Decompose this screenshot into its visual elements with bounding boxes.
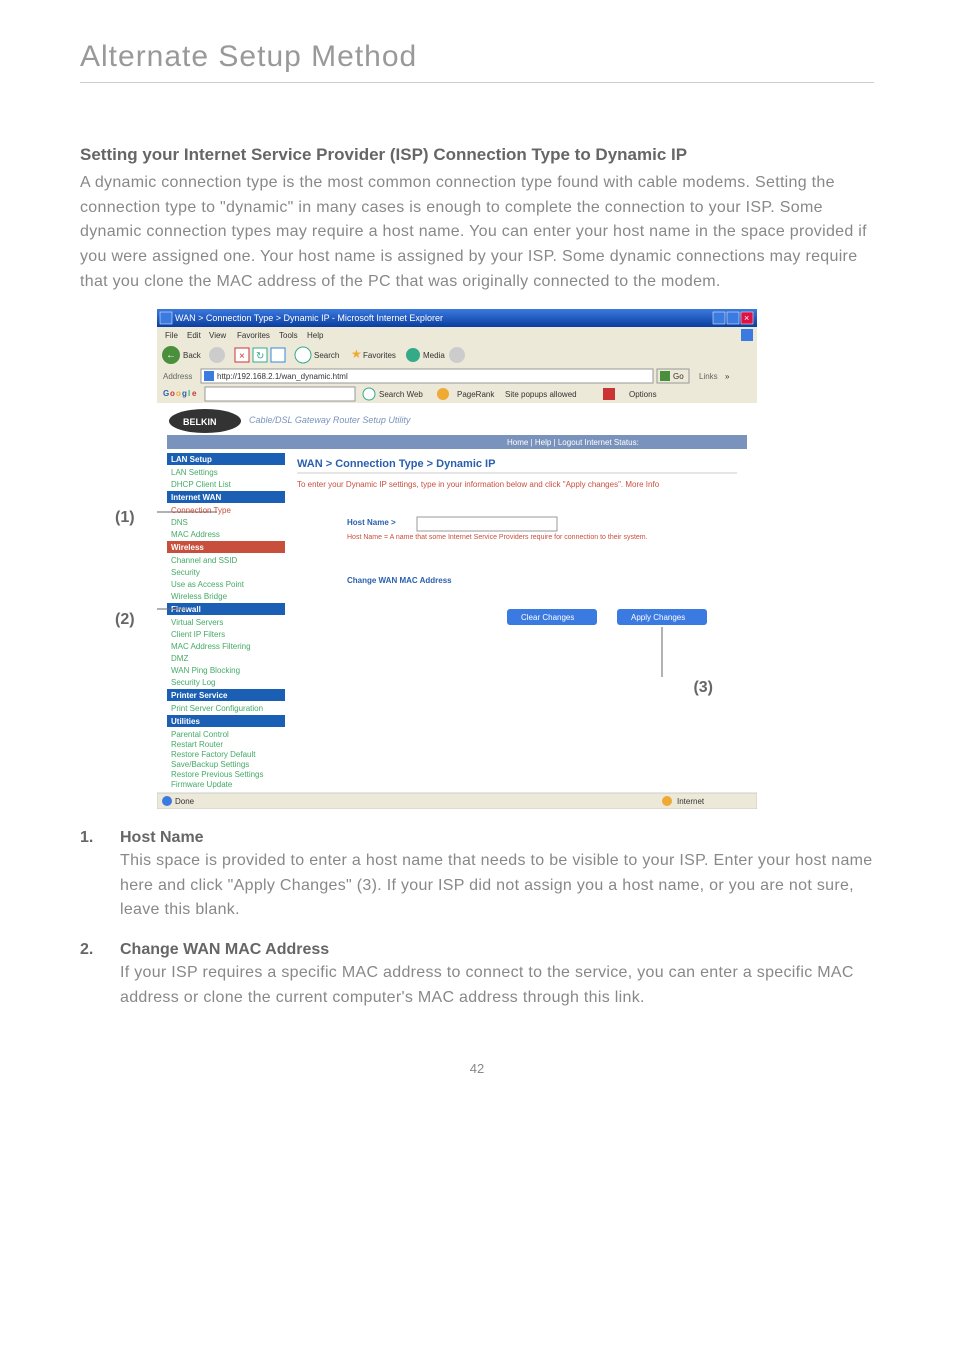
svg-text:Help: Help bbox=[307, 331, 324, 340]
svg-text:Channel and SSID: Channel and SSID bbox=[171, 556, 237, 565]
svg-text:Restore Factory Default: Restore Factory Default bbox=[171, 750, 256, 759]
svg-text:Address: Address bbox=[163, 372, 192, 381]
svg-text:Restore Previous Settings: Restore Previous Settings bbox=[171, 770, 264, 779]
svg-text:Virtual Servers: Virtual Servers bbox=[171, 618, 223, 627]
svg-text:o: o bbox=[176, 389, 181, 398]
svg-text:Back: Back bbox=[183, 351, 202, 360]
svg-text:Printer Service: Printer Service bbox=[171, 691, 228, 700]
item-title: Host Name bbox=[120, 829, 874, 847]
svg-text:http://192.168.2.1/wan_dynamic: http://192.168.2.1/wan_dynamic.html bbox=[217, 372, 348, 381]
svg-text:e: e bbox=[192, 389, 197, 398]
svg-text:Restart Router: Restart Router bbox=[171, 740, 223, 749]
svg-text:←: ← bbox=[166, 350, 176, 361]
svg-text:File: File bbox=[165, 331, 178, 340]
svg-text:DMZ: DMZ bbox=[171, 654, 188, 663]
svg-text:Go: Go bbox=[673, 372, 684, 381]
svg-text:Security: Security bbox=[171, 568, 200, 577]
svg-text:Clear Changes: Clear Changes bbox=[521, 613, 574, 622]
svg-text:Wireless: Wireless bbox=[171, 543, 204, 552]
svg-text:o: o bbox=[170, 389, 175, 398]
svg-text:Edit: Edit bbox=[187, 331, 202, 340]
svg-text:Host Name = A name that some I: Host Name = A name that some Internet Se… bbox=[347, 534, 648, 541]
svg-text:PageRank: PageRank bbox=[457, 390, 495, 399]
callout-1: (1) bbox=[115, 509, 135, 527]
svg-text:Firmware Update: Firmware Update bbox=[171, 780, 233, 789]
numbered-list: 1. Host Name This space is provided to e… bbox=[80, 829, 874, 1011]
svg-text:Site popups allowed: Site popups allowed bbox=[505, 390, 577, 399]
svg-text:Utilities: Utilities bbox=[171, 717, 200, 726]
svg-text:×: × bbox=[744, 313, 749, 323]
svg-text:Use as Access Point: Use as Access Point bbox=[171, 580, 245, 589]
svg-text:l: l bbox=[188, 389, 190, 398]
item-number: 1. bbox=[80, 829, 93, 847]
callout-3: (3) bbox=[693, 679, 713, 697]
svg-text:Print Server Configuration: Print Server Configuration bbox=[171, 704, 263, 713]
list-item: 1. Host Name This space is provided to e… bbox=[80, 829, 874, 923]
svg-text:g: g bbox=[182, 389, 187, 398]
svg-text:DHCP Client List: DHCP Client List bbox=[171, 480, 232, 489]
svg-text:Internet WAN: Internet WAN bbox=[171, 493, 221, 502]
svg-text:Wireless Bridge: Wireless Bridge bbox=[171, 592, 228, 601]
svg-text:Favorites: Favorites bbox=[363, 351, 396, 360]
svg-text:Favorites: Favorites bbox=[237, 331, 270, 340]
title-bar-text: WAN > Connection Type > Dynamic IP - Mic… bbox=[175, 313, 443, 323]
svg-text:DNS: DNS bbox=[171, 518, 188, 527]
svg-text:WAN Ping Blocking: WAN Ping Blocking bbox=[171, 666, 240, 675]
svg-text:Tools: Tools bbox=[279, 331, 298, 340]
page-number: 42 bbox=[80, 1061, 874, 1076]
title-underline bbox=[80, 82, 874, 83]
svg-text:Connection Type: Connection Type bbox=[171, 506, 231, 515]
svg-text:↻: ↻ bbox=[256, 351, 264, 362]
svg-text:BELKIN: BELKIN bbox=[183, 417, 217, 427]
svg-text:Save/Backup Settings: Save/Backup Settings bbox=[171, 760, 249, 769]
svg-text:Links: Links bbox=[699, 372, 718, 381]
svg-text:»: » bbox=[725, 372, 730, 381]
svg-text:Search: Search bbox=[314, 351, 339, 360]
svg-text:×: × bbox=[239, 351, 245, 362]
svg-text:WAN > Connection Type > Dynami: WAN > Connection Type > Dynamic IP bbox=[297, 458, 495, 470]
svg-text:★: ★ bbox=[351, 347, 362, 361]
svg-text:Done: Done bbox=[175, 797, 195, 806]
item-body: This space is provided to enter a host n… bbox=[120, 849, 874, 923]
svg-text:MAC Address: MAC Address bbox=[171, 530, 220, 539]
svg-text:Internet: Internet bbox=[677, 797, 705, 806]
svg-text:LAN Setup: LAN Setup bbox=[171, 455, 212, 464]
svg-text:Search Web: Search Web bbox=[379, 390, 423, 399]
callout-2: (2) bbox=[115, 611, 135, 629]
screenshot-figure: (1) (2) (3) WAN > Connection Type > Dyna… bbox=[157, 309, 797, 809]
item-title: Change WAN MAC Address bbox=[120, 941, 874, 959]
svg-text:View: View bbox=[209, 331, 226, 340]
svg-text:Parental Control: Parental Control bbox=[171, 730, 229, 739]
svg-text:G: G bbox=[163, 389, 169, 398]
svg-text:Cable/DSL Gateway Router Setup: Cable/DSL Gateway Router Setup Utility bbox=[249, 415, 411, 425]
svg-text:Apply Changes: Apply Changes bbox=[631, 613, 685, 622]
ie-window-svg: WAN > Connection Type > Dynamic IP - Mic… bbox=[157, 309, 757, 809]
intro-paragraph: A dynamic connection type is the most co… bbox=[80, 171, 874, 295]
svg-text:Change WAN MAC Address: Change WAN MAC Address bbox=[347, 576, 452, 585]
svg-text:Security Log: Security Log bbox=[171, 678, 215, 687]
list-item: 2. Change WAN MAC Address If your ISP re… bbox=[80, 941, 874, 1011]
instruction-text: To enter your Dynamic IP settings, type … bbox=[297, 480, 660, 489]
svg-text:Options: Options bbox=[629, 390, 657, 399]
item-body: If your ISP requires a specific MAC addr… bbox=[120, 961, 874, 1011]
item-number: 2. bbox=[80, 941, 93, 959]
page-title: Alternate Setup Method bbox=[80, 40, 874, 74]
svg-text:Client IP Filters: Client IP Filters bbox=[171, 630, 225, 639]
section-heading: Setting your Internet Service Provider (… bbox=[80, 143, 874, 167]
svg-text:Media: Media bbox=[423, 351, 445, 360]
svg-text:Host Name >: Host Name > bbox=[347, 518, 396, 527]
svg-text:MAC Address Filtering: MAC Address Filtering bbox=[171, 642, 251, 651]
svg-text:LAN Settings: LAN Settings bbox=[171, 468, 218, 477]
svg-text:Home | Help | Logout Interne: Home | Help | Logout Internet Status: bbox=[507, 438, 639, 447]
